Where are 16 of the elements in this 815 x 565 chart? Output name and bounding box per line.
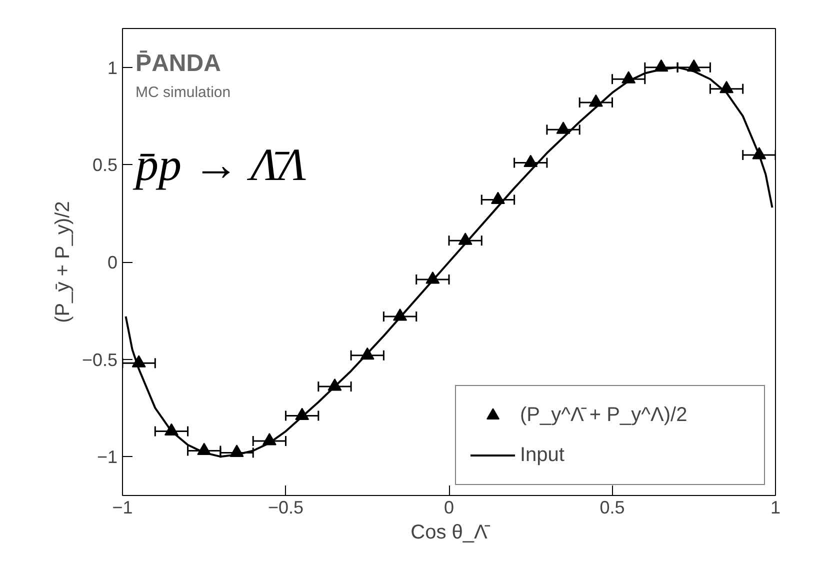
- x-tick-label: 1: [770, 498, 781, 518]
- x-tick-label: 0.5: [600, 498, 625, 518]
- y-tick-label: −1: [96, 447, 118, 468]
- y-tick-label: 0: [107, 252, 118, 272]
- y-tick-label: 0.5: [92, 155, 118, 176]
- y-axis-title: (P_ȳ + P_y)/2: [52, 201, 74, 323]
- x-tick-label: 0: [444, 498, 454, 518]
- x-tick-label: −0.5: [268, 498, 304, 518]
- annotation: p̄p → Λ̄Λ: [132, 139, 306, 190]
- x-axis-title: Cos θ_Λ̄: [410, 522, 490, 544]
- annotation: MC simulation: [136, 84, 231, 102]
- y-tick-label: −0.5: [82, 350, 118, 370]
- legend-label: (P_y^Λ̄ + P_y^Λ)/2: [520, 404, 688, 426]
- annotation: P̄ANDA: [136, 50, 221, 78]
- y-tick-label: 1: [107, 58, 118, 78]
- legend-label: Input: [520, 444, 566, 466]
